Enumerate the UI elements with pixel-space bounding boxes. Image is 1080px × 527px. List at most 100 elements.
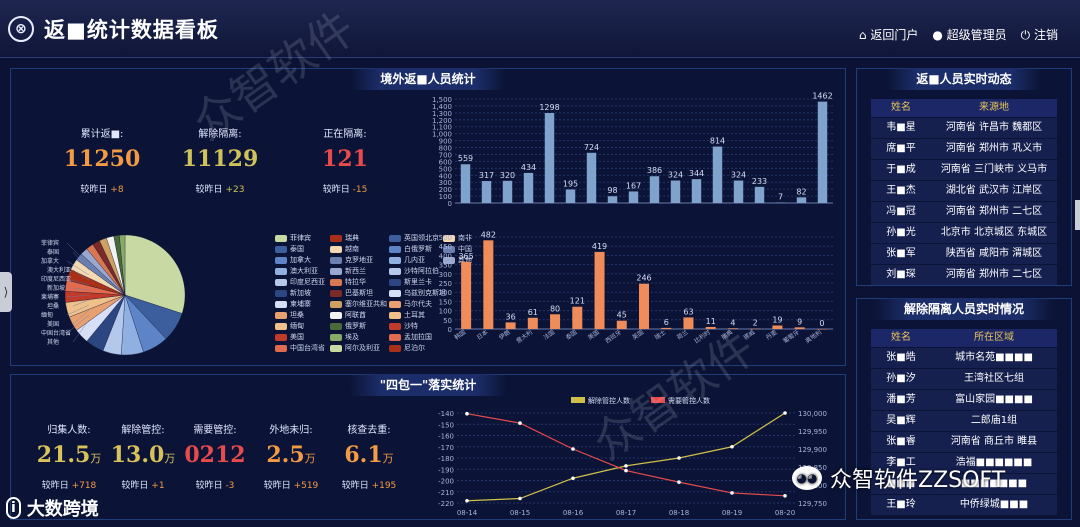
legend-swatch — [330, 334, 342, 341]
y-tick-label: 700 — [439, 151, 452, 159]
table-row[interactable]: 王■玲 中侨绿城■■■ — [871, 495, 1057, 515]
legend-swatch — [275, 312, 287, 319]
legend-item[interactable]: 坦桑 — [275, 310, 325, 321]
legend-item[interactable]: 乌兹别克斯坦 — [389, 288, 446, 299]
legend-item[interactable]: 尼泊尔 — [389, 343, 446, 354]
legend-item[interactable]: 马尔代夫 — [389, 299, 446, 310]
legend-item[interactable]: 瑞典 — [330, 233, 387, 244]
legend-item[interactable]: 斯里兰卡 — [389, 277, 446, 288]
table-row[interactable]: 孙■光 北京市 北京城区 东城区 — [871, 223, 1057, 243]
x-tick-label: 日本 — [475, 328, 489, 341]
legend-item[interactable]: 南非 — [443, 233, 472, 244]
table-row[interactable]: 张■军 陕西省 咸阳市 渭城区 — [871, 244, 1057, 264]
pie-label: 泰国 — [47, 248, 59, 256]
bar-value-label: 559 — [458, 154, 473, 163]
legend-item[interactable]: 柬埔寨 — [275, 299, 325, 310]
series-line — [466, 412, 786, 502]
table-row[interactable]: 孙■汐 王湾社区七组 — [871, 369, 1057, 389]
legend-item[interactable]: 阿尔及利亚 — [330, 343, 387, 354]
legend-item[interactable]: 新西兰 — [330, 266, 387, 277]
legend-item[interactable]: 美国 — [275, 332, 325, 343]
legend-label: 孟加拉国 — [404, 333, 432, 341]
series-point — [518, 421, 522, 425]
pie-leader-line — [72, 251, 90, 271]
stat-label: 外地未归: — [269, 425, 313, 436]
legend-item[interactable]: 泰国 — [275, 244, 325, 255]
y-tick-label: 1,300 — [432, 110, 452, 118]
legend-label: 美国 — [290, 333, 304, 341]
nav-logout[interactable]: ⏻ 注销 — [1021, 26, 1058, 43]
legend-item[interactable]: 沙特阿拉伯 — [389, 266, 446, 277]
bar-value-label: 317 — [479, 171, 494, 180]
legend-item[interactable]: 俄罗斯 — [330, 321, 387, 332]
series-point — [624, 464, 628, 468]
table-row[interactable]: 王■杰 湖北省 武汉市 江岸区 — [871, 181, 1057, 201]
table-row[interactable]: 于■成 河南省 三门峡市 义马市 — [871, 160, 1057, 180]
legend-item[interactable]: 克罗地亚 — [330, 255, 387, 266]
pie-leader-line — [72, 319, 90, 343]
legend-item[interactable]: 中国 — [443, 244, 472, 255]
table-row[interactable]: 刘■琛 河南省 郑州市 二七区 — [871, 265, 1057, 285]
bar-value-label: 344 — [689, 169, 704, 178]
table-row[interactable]: ■■■ ■■■■■■■ — [871, 474, 1057, 494]
bar-value-label: 4 — [730, 318, 735, 327]
bar — [460, 164, 471, 203]
legend-item[interactable]: 几内亚 — [389, 255, 446, 266]
legend-item[interactable]: 中国台湾省 — [275, 343, 325, 354]
legend-swatch — [330, 323, 342, 330]
legend-item[interactable]: 英国领北京 — [389, 233, 446, 244]
legend-item[interactable]: 缅甸 — [275, 321, 325, 332]
table-row[interactable]: 冯■冠 河南省 郑州市 二七区 — [871, 202, 1057, 222]
legend-swatch — [330, 235, 342, 242]
expand-left-handle[interactable]: ⟩ — [0, 272, 12, 312]
bar — [754, 186, 765, 203]
legend-item[interactable]: 白俄罗斯 — [389, 244, 446, 255]
table-row[interactable]: 席■平 河南省 郑州市 巩义市 — [871, 139, 1057, 159]
legend-item[interactable]: 越南 — [330, 244, 387, 255]
table-cell: 张■睿 — [886, 436, 916, 447]
legend-item[interactable]: 阿联酋 — [330, 310, 387, 321]
pie-leader-line — [66, 314, 90, 334]
legend-item[interactable]: 印度尼西亚 — [275, 277, 325, 288]
x-tick-label: 08-17 — [616, 509, 636, 517]
bar-value-label: 324 — [731, 171, 746, 180]
legend-label: 缅甸 — [290, 322, 304, 330]
stat-value: 11250 — [63, 146, 141, 172]
table-row[interactable]: 韦■星 河南省 许昌市 魏都区 — [871, 118, 1057, 138]
table-row[interactable]: 李■工 浩福■■■■■■ — [871, 453, 1057, 473]
table-header: 姓名 所在区域 — [871, 329, 1057, 347]
table-row[interactable]: 潘■芳 富山家园■■■■ — [871, 390, 1057, 410]
legend-swatch — [389, 323, 401, 330]
series-point — [571, 476, 575, 481]
legend-item[interactable]: 菲律宾 — [275, 233, 325, 244]
stat-label: 累计返■: — [80, 129, 124, 140]
scroll-handle[interactable] — [1075, 200, 1080, 230]
wechat-text: 众智软件ZZSOFT — [830, 468, 1006, 493]
legend-item[interactable]: 特拉华 — [330, 277, 387, 288]
table-cell: 王■玲 — [886, 499, 916, 510]
legend-label: 泰国 — [290, 245, 304, 253]
legend-item[interactable]: 塞尔维亚共和 — [330, 299, 387, 310]
legend-item[interactable]: 孟加拉国 — [389, 332, 446, 343]
table-row[interactable]: 张■睿 河南省 商丘市 睢县 — [871, 432, 1057, 452]
legend-item[interactable]: 土耳其 — [389, 310, 446, 321]
legend-item[interactable]: 新加坡 — [275, 288, 325, 299]
nav-back-portal[interactable]: ⌂ 返回门户 — [859, 26, 918, 43]
x-tick-label: 挪威 — [742, 328, 756, 341]
legend-swatch — [443, 235, 455, 242]
nav-logout-label: 注销 — [1033, 28, 1058, 42]
y-tick-label: 500 — [439, 165, 452, 173]
realtime-panel: 返■人员实时动态 姓名 来源地 韦■星 河南省 许昌市 魏都区 席■平 河南省 郑州市 巩… — [856, 68, 1072, 286]
legend-item[interactable]: 埃及 — [330, 332, 387, 343]
legend-item[interactable]: 澳大利亚 — [275, 266, 325, 277]
table-row[interactable]: 吴■辉 二郎庙1组 — [871, 411, 1057, 431]
legend-swatch — [389, 279, 401, 286]
legend-item[interactable]: 沙特 — [389, 321, 446, 332]
legend-item[interactable]: 巴基斯坦 — [330, 288, 387, 299]
table-row[interactable]: 张■皓 城市名苑■■■■ — [871, 348, 1057, 368]
legend-item[interactable]: 其他 — [443, 255, 472, 266]
legend-item[interactable]: 加拿大 — [275, 255, 325, 266]
nav-user-admin[interactable]: ● 超级管理员 — [932, 26, 1006, 43]
bar-value-label: 167 — [626, 181, 641, 190]
